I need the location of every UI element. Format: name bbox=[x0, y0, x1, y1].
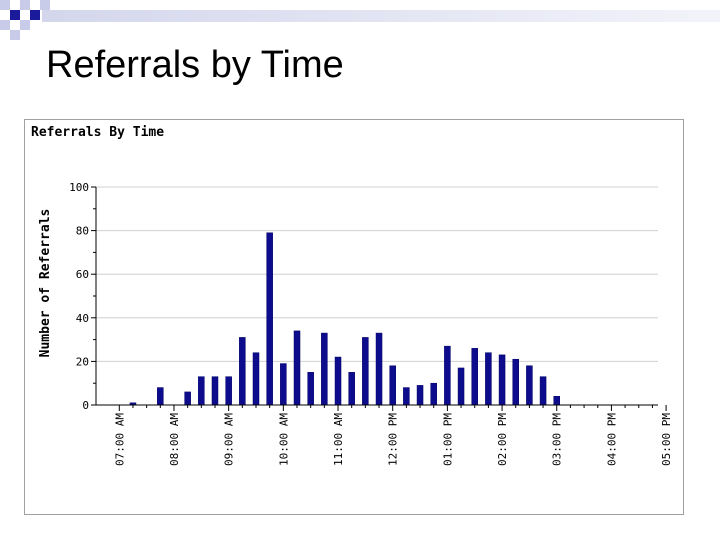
bar bbox=[375, 332, 383, 406]
bar bbox=[553, 396, 560, 406]
x-tick-label: 04:00 PM bbox=[605, 413, 618, 466]
chart-title: Referrals By Time bbox=[31, 125, 164, 140]
x-tick-label: 05:00 PM bbox=[660, 413, 673, 466]
axes: 0 20 40 60 80 100 07:00 AM 08:00 AM 09:00 AM 10:0… bbox=[69, 181, 673, 466]
x-tick-label: 01:00 PM bbox=[441, 413, 454, 466]
bar bbox=[403, 387, 410, 406]
bar bbox=[239, 337, 246, 406]
bar-chart: Referrals By Time Number of Referrals 02… bbox=[31, 125, 673, 466]
bar bbox=[498, 354, 506, 406]
bar bbox=[457, 367, 465, 406]
slide-title: Referrals by Time bbox=[46, 44, 344, 86]
bar bbox=[444, 345, 451, 406]
bar bbox=[416, 385, 424, 406]
y-tick-label: 100 bbox=[69, 181, 89, 194]
bar bbox=[211, 376, 219, 406]
bar bbox=[334, 356, 342, 406]
y-tick-label: 0 bbox=[82, 399, 89, 412]
bar bbox=[280, 363, 287, 406]
x-tick-label: 02:00 PM bbox=[496, 413, 509, 466]
bar bbox=[471, 348, 478, 406]
bar bbox=[348, 372, 355, 406]
x-tick-label: 08:00 AM bbox=[168, 413, 181, 466]
y-tick-label: 40 bbox=[76, 312, 89, 325]
bar bbox=[321, 332, 328, 406]
x-tick-label: 11:00 AM bbox=[332, 413, 345, 466]
bar bbox=[307, 372, 314, 406]
bar bbox=[512, 358, 519, 406]
bar bbox=[430, 382, 437, 406]
bar bbox=[225, 376, 232, 406]
bar bbox=[198, 376, 205, 406]
y-tick-label: 20 bbox=[76, 355, 89, 368]
title-decoration bbox=[0, 0, 60, 40]
bar bbox=[157, 387, 164, 406]
x-tick-label: 12:00 PM bbox=[387, 413, 400, 466]
bar bbox=[485, 352, 492, 406]
bar bbox=[362, 337, 369, 406]
title-bar-decoration bbox=[42, 10, 720, 22]
bar bbox=[293, 330, 301, 406]
bar bbox=[539, 376, 547, 406]
x-tick-label: 03:00 PM bbox=[551, 413, 564, 466]
bar bbox=[526, 365, 533, 406]
bar bbox=[184, 391, 191, 406]
bar bbox=[389, 365, 396, 406]
y-tick-label: 80 bbox=[76, 225, 89, 238]
bar bbox=[252, 352, 260, 406]
x-tick-label: 09:00 AM bbox=[223, 413, 236, 466]
bar bbox=[266, 232, 273, 406]
y-tick-label: 60 bbox=[76, 268, 89, 281]
y-axis-label: Number of Referrals bbox=[38, 209, 53, 358]
bars bbox=[129, 232, 560, 406]
x-tick-label: 07:00 AM bbox=[113, 413, 126, 466]
x-tick-label: 10:00 AM bbox=[277, 413, 290, 466]
